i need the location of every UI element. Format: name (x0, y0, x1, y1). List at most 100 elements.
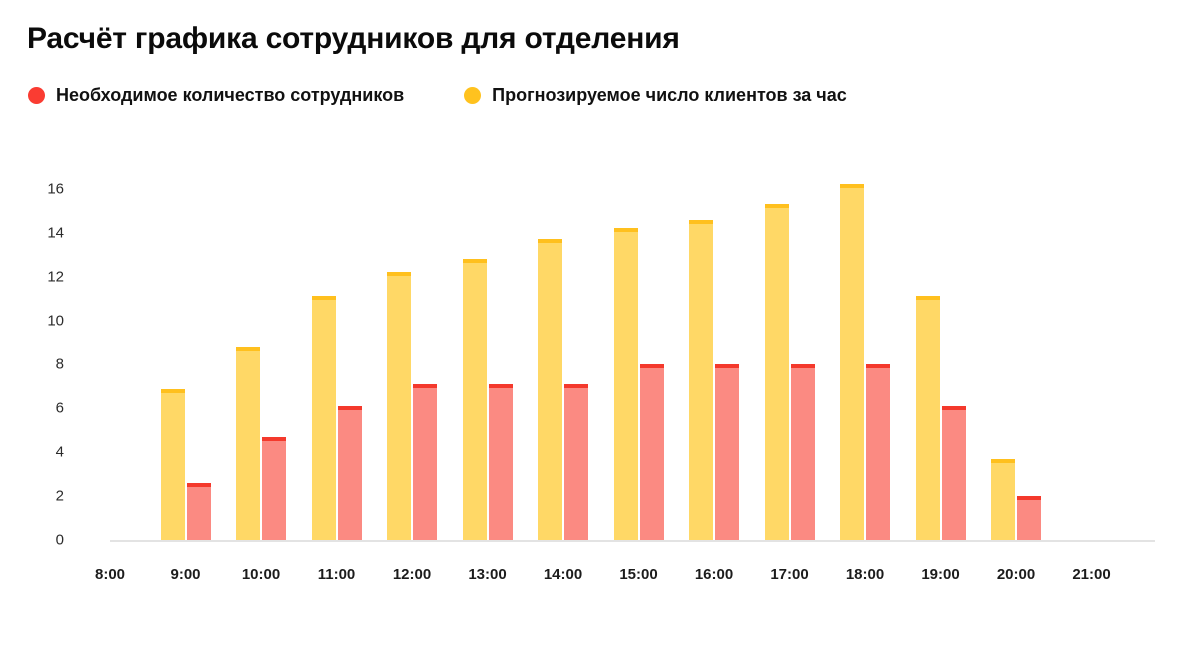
bar-staff[interactable] (790, 364, 815, 540)
bar-body (790, 364, 815, 540)
bar-cap (689, 219, 713, 224)
x-axis-tick-label: 8:00 (94, 566, 126, 583)
legend-item-label: Необходимое количество сотрудников (56, 85, 405, 105)
bar-body (262, 436, 286, 540)
bar-clients[interactable] (689, 219, 713, 540)
bar-clients[interactable] (613, 228, 638, 540)
x-axis-tick-label: 12:00 (392, 566, 432, 583)
bar-staff[interactable] (715, 364, 739, 540)
bar-body (941, 406, 966, 540)
chart-legend: Необходимое количество сотрудников Прогн… (28, 86, 847, 104)
bar-cap (639, 364, 664, 369)
x-axis-tick-label: 16:00 (694, 566, 734, 583)
bar-clients[interactable] (387, 272, 411, 540)
bar-body (236, 346, 260, 540)
bar-cap (564, 384, 588, 389)
bar-cap (186, 482, 211, 487)
bar-body (613, 228, 638, 540)
bar-cap (991, 458, 1015, 463)
bar-cap (840, 184, 864, 189)
bar-body (866, 364, 890, 540)
bar-clients[interactable] (236, 346, 260, 540)
x-axis-tick-label: 9:00 (170, 566, 201, 583)
y-axis-tick-label: 0 (55, 531, 64, 549)
bar-body (715, 364, 739, 540)
bar-staff[interactable] (866, 364, 890, 540)
bar-staff[interactable] (262, 436, 286, 540)
bar-body (337, 406, 362, 540)
bar-clients[interactable] (462, 259, 487, 540)
page-title: Расчёт графика сотрудников для отделения (27, 22, 680, 55)
bar-body (639, 364, 664, 540)
bar-clients[interactable] (764, 204, 789, 540)
legend-dot-icon (464, 86, 482, 104)
bar-body (488, 384, 513, 540)
bar-staff[interactable] (564, 384, 588, 540)
bar-cap (715, 364, 739, 369)
legend-dot-icon (28, 86, 45, 104)
x-axis-tick-label: 19:00 (921, 566, 960, 583)
bar-staff[interactable] (639, 364, 664, 540)
bar-body (1017, 496, 1041, 540)
bar-staff[interactable] (941, 406, 966, 540)
bar-cap (413, 384, 437, 389)
bar-body (915, 296, 940, 540)
bar-body (991, 458, 1015, 540)
bar-staff[interactable] (1017, 496, 1041, 540)
bar-staff[interactable] (488, 384, 513, 540)
bar-cap (462, 259, 487, 264)
y-axis-tick-label: 14 (47, 224, 64, 242)
legend-item-staff[interactable]: Необходимое количество сотрудников (28, 86, 404, 104)
y-axis-tick-label: 16 (47, 180, 64, 198)
bar-clients[interactable] (538, 239, 562, 540)
bar-cap (488, 384, 513, 389)
bar-clients[interactable] (311, 296, 336, 540)
x-axis-tick-label: 20:00 (996, 566, 1036, 583)
bar-cap (160, 388, 185, 393)
x-axis-line (110, 540, 1155, 542)
bar-clients[interactable] (160, 388, 185, 540)
bar-body (311, 296, 336, 540)
bar-cap (236, 346, 260, 351)
y-axis-tick-label: 10 (47, 312, 64, 329)
bar-cap (915, 296, 940, 301)
bar-staff[interactable] (186, 482, 211, 540)
y-axis-tick-label: 2 (55, 487, 64, 505)
bar-cap (311, 296, 336, 301)
x-axis-tick-label: 11:00 (317, 566, 356, 583)
bar-cap (613, 228, 638, 233)
x-axis-tick-label: 14:00 (543, 566, 583, 583)
bar-cap (790, 364, 815, 369)
x-axis-tick-label: 15:00 (619, 566, 658, 583)
bar-cap (764, 204, 789, 209)
bar-staff[interactable] (413, 384, 437, 540)
bar-staff[interactable] (337, 406, 362, 540)
bar-body (413, 384, 437, 540)
bar-body (538, 239, 562, 540)
legend-item-clients[interactable]: Прогнозируемое число клиентов за час (464, 86, 847, 104)
bar-clients[interactable] (840, 184, 864, 540)
bar-clients[interactable] (991, 458, 1015, 540)
bar-body (462, 259, 487, 540)
y-axis-tick-label: 4 (55, 443, 64, 461)
bar-body (764, 204, 789, 540)
y-axis-tick-label: 12 (47, 268, 64, 286)
bar-cap (337, 406, 362, 411)
x-axis-tick-label: 10:00 (241, 566, 281, 583)
x-axis-tick-label: 13:00 (468, 566, 507, 583)
x-axis-tick-label: 21:00 (1072, 566, 1111, 583)
bar-cap (1017, 496, 1041, 501)
y-axis-tick-label: 8 (55, 355, 64, 373)
bar-body (689, 219, 713, 540)
bar-clients[interactable] (915, 296, 940, 540)
bar-body (840, 184, 864, 540)
bar-body (387, 272, 411, 540)
bar-cap (262, 436, 286, 441)
legend-item-label: Прогнозируемое число клиентов за час (492, 85, 847, 105)
y-axis-tick-label: 6 (55, 399, 64, 417)
bar-cap (538, 239, 562, 244)
bar-body (186, 482, 211, 540)
bar-cap (866, 364, 890, 369)
